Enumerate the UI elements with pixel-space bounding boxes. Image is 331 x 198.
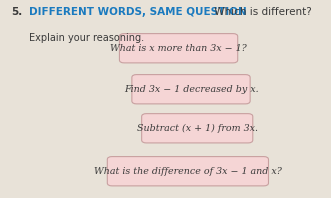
Text: Which is different?: Which is different? bbox=[211, 7, 312, 17]
Text: What is x more than 3x − 1?: What is x more than 3x − 1? bbox=[110, 44, 247, 53]
Text: Explain your reasoning.: Explain your reasoning. bbox=[29, 33, 145, 43]
Text: Subtract (x + 1) from 3x.: Subtract (x + 1) from 3x. bbox=[137, 124, 258, 133]
FancyBboxPatch shape bbox=[107, 157, 268, 186]
FancyBboxPatch shape bbox=[142, 114, 253, 143]
Text: DIFFERENT WORDS, SAME QUESTION: DIFFERENT WORDS, SAME QUESTION bbox=[29, 7, 247, 17]
Text: Find 3x − 1 decreased by x.: Find 3x − 1 decreased by x. bbox=[124, 85, 258, 94]
Text: 5.: 5. bbox=[11, 7, 22, 17]
FancyBboxPatch shape bbox=[119, 34, 238, 63]
FancyBboxPatch shape bbox=[132, 75, 250, 104]
Text: What is the difference of 3x − 1 and x?: What is the difference of 3x − 1 and x? bbox=[94, 167, 282, 176]
